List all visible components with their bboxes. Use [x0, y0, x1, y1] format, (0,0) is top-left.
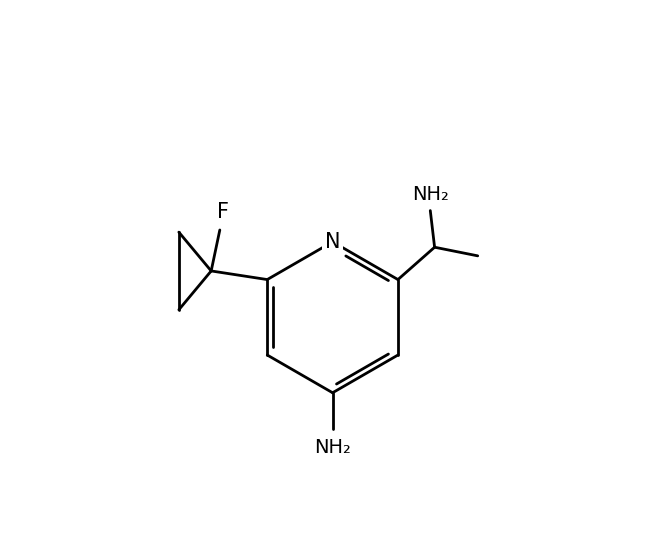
- Text: NH₂: NH₂: [314, 438, 351, 457]
- Text: N: N: [325, 232, 340, 252]
- Text: NH₂: NH₂: [412, 185, 449, 204]
- Text: F: F: [217, 202, 229, 222]
